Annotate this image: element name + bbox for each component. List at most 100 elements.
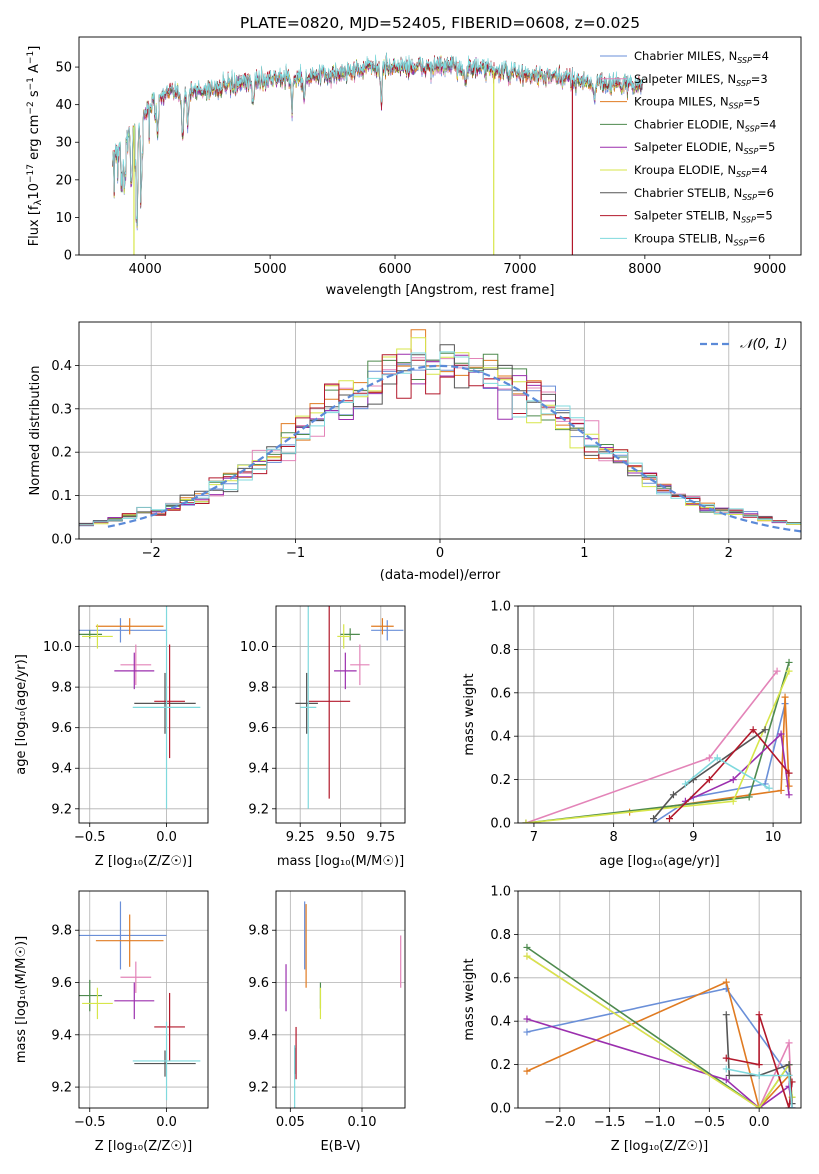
y-tick-label: 9.2 (248, 1081, 269, 1096)
ebv_mass-frame (275, 890, 406, 1109)
y-axis-label: mass weight (462, 958, 477, 1040)
y-tick-label: 0.6 (490, 686, 511, 701)
weight-marker (773, 667, 781, 675)
legend-value: =4 (752, 49, 769, 63)
x-tick-label: 2 (725, 546, 733, 561)
residuals-plot-area (79, 329, 801, 533)
x-axis-label: Z [log₁₀(Z/Z☉)] (611, 1139, 708, 1154)
legend-label: Chabrier STELIB, NSSP=6 (634, 186, 774, 202)
y-tick-label: 9.8 (51, 924, 72, 939)
weight-marker (523, 943, 531, 951)
histogram-7 (79, 354, 801, 526)
weight-marker (522, 819, 530, 823)
x-tick-label: −2 (142, 546, 161, 561)
spectrum-line-8 (112, 52, 643, 226)
x-tick-label: 0.10 (348, 1115, 377, 1130)
legend-name: Chabrier ELODIE, N (634, 117, 745, 131)
weight-marker (788, 1104, 796, 1108)
weight-marker (785, 1071, 793, 1079)
y-tick-label: 9.4 (248, 762, 269, 777)
z_weight-plot-area (523, 943, 796, 1108)
legend-name: Salpeter MILES, N (634, 72, 736, 86)
x-tick-label: 0.05 (276, 1115, 305, 1130)
y-tick-label: 9.6 (51, 976, 72, 991)
weight-marker (777, 730, 785, 738)
chart-title: PLATE=0820, MJD=52405, FIBERID=0608, z=0… (240, 14, 640, 32)
gaussian-curve (107, 364, 801, 533)
legend-label: Kroupa MILES, NSSP=5 (634, 95, 760, 111)
x-tick-label: −1.5 (594, 1115, 626, 1130)
y-tick-label: 9.4 (51, 1028, 72, 1043)
y-axis-label: Flux [fλ10−17 erg cm−2 s−1 A−1] (26, 46, 44, 247)
legend-name: Salpeter ELODIE, N (634, 140, 744, 154)
y-tick-label: 10.0 (43, 640, 72, 655)
x-tick-label: 10 (765, 830, 782, 845)
legend-value: =6 (748, 231, 765, 245)
y-tick-label: 10.0 (240, 640, 269, 655)
weight-marker (665, 815, 673, 823)
weight-marker (755, 1071, 763, 1079)
legend-label: Kroupa STELIB, NSSP=6 (634, 231, 765, 247)
legend-value: =5 (743, 95, 760, 109)
y-label-part: erg cm (27, 115, 42, 164)
legend-name: Salpeter STELIB, N (634, 209, 741, 223)
weight-line-6 (652, 729, 766, 820)
y-label-part: −1 (26, 77, 36, 90)
legend-name: Chabrier STELIB, N (634, 186, 742, 200)
legend-name: Kroupa MILES, N (634, 95, 729, 109)
weight-marker (781, 693, 789, 701)
weight-marker (705, 754, 713, 762)
y-label-part: Flux [f (27, 205, 42, 246)
z_age-axes: −0.5 0.0 9.2 9.4 9.6 9.8 10.0 (43, 606, 208, 845)
weight-marker (755, 1011, 763, 1019)
y-tick-label: 9.6 (248, 721, 269, 736)
y-label-part: ] (27, 46, 42, 51)
x-tick-label: 8 (610, 830, 618, 845)
age_weight-axes: 7 8 9 10 0.0 0.2 0.4 0.6 0.8 1.0 (490, 600, 801, 845)
legend-value: =4 (751, 163, 768, 177)
x-axis-label: mass [log₁₀(M/M☉)] (277, 854, 404, 869)
legend-name: Chabrier MILES, N (634, 49, 737, 63)
weight-marker (523, 1015, 531, 1023)
z_mass-axes: −0.5 0.0 9.2 9.4 9.6 9.8 (51, 891, 208, 1130)
y-tick-label: 9.6 (51, 721, 72, 736)
legend-value: =6 (757, 186, 774, 200)
y-tick-label: 9.4 (248, 1028, 269, 1043)
y-tick-label: 1.0 (490, 600, 511, 615)
mass_age-axes: 9.25 9.50 9.75 9.2 9.4 9.6 9.8 10.0 (240, 606, 405, 845)
weight-marker (722, 1011, 730, 1019)
z_age-frame (78, 605, 209, 824)
legend-sub: SSP (742, 193, 757, 202)
ebv_mass-axes: 0.05 0.10 9.2 9.4 9.6 9.8 (248, 891, 405, 1130)
y-label-part: −1 (26, 51, 36, 64)
y-axis-label: mass [log₁₀(M/M☉)] (14, 936, 29, 1063)
x-tick-label: −0.5 (74, 830, 106, 845)
y-tick-label: 9.2 (51, 1081, 72, 1096)
x-tick-label: 8000 (628, 262, 661, 277)
z_weight-axes: −2.0 −1.5 −1.0 −0.5 0.0 0.0 0.2 0.4 0.6 0.8 1.0 (490, 885, 801, 1130)
legend-value: =5 (756, 209, 773, 223)
y-tick-label: 0.2 (490, 1058, 511, 1073)
weight-marker (755, 1061, 763, 1069)
y-label-part: −2 (26, 101, 36, 114)
legend-label: Kroupa ELODIE, NSSP=4 (634, 163, 768, 179)
z_weight-frame (517, 890, 802, 1109)
weight-marker (749, 726, 757, 734)
x-tick-label: 0 (436, 546, 444, 561)
ebv_mass-plot-area (285, 901, 402, 1108)
y-label-part: λ (33, 199, 44, 205)
legend-label: Salpeter MILES, NSSP=3 (634, 72, 768, 88)
x-tick-label: 1 (580, 546, 588, 561)
x-tick-label: 9 (689, 830, 697, 845)
x-axis-label: wavelength [Angstrom, rest frame] (326, 283, 555, 298)
weight-marker (785, 658, 793, 666)
y-tick-label: 0.4 (51, 359, 72, 374)
y-label-part: −17 (26, 164, 36, 183)
y-tick-label: 0.4 (490, 730, 511, 745)
weight-line-2 (526, 980, 790, 1108)
weight-marker (725, 1071, 733, 1079)
legend-sub: SSP (741, 216, 756, 225)
weight-line-0 (653, 703, 786, 823)
